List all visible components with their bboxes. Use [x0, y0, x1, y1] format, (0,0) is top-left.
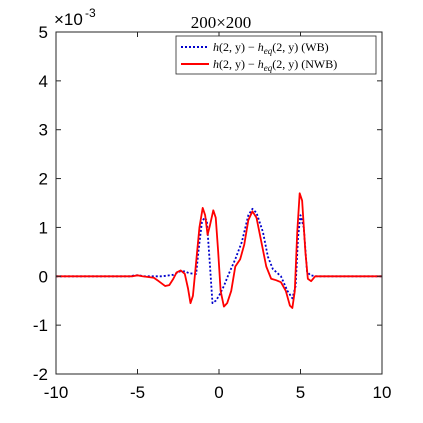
- series-layer: [56, 192, 382, 309]
- y-tick-label: 2: [39, 170, 48, 189]
- y-exponent-base: ×10: [54, 10, 83, 29]
- x-tick-label: -10: [44, 383, 69, 402]
- legend-box: [175, 35, 377, 75]
- x-tick-label: 10: [373, 383, 392, 402]
- y-tick-label: 5: [39, 23, 48, 42]
- series-line-nwb: [56, 192, 382, 309]
- legend-nwb-label: h(2, y) − heq(2, y) (NWB): [213, 57, 337, 73]
- legend-wb-label: h(2, y) − heq(2, y) (WB): [213, 40, 329, 56]
- x-tick-label: -5: [130, 383, 145, 402]
- y-tick-label: 1: [39, 218, 48, 237]
- y-tick-label: 4: [39, 72, 48, 91]
- y-tick-label: 0: [39, 267, 48, 286]
- legend: h(2, y) − heq(2, y) (WB) h(2, y) − heq(2…: [175, 35, 377, 75]
- x-tick-label: 5: [296, 383, 305, 402]
- y-exponent-power: -3: [85, 6, 96, 20]
- y-tick-label: 3: [39, 121, 48, 140]
- y-tick-label: -1: [33, 316, 48, 335]
- y-axis-exponent: ×10 -3: [54, 6, 96, 29]
- x-tick-label: 0: [214, 383, 223, 402]
- y-tick-label: -2: [33, 365, 48, 384]
- chart-title: 200×200: [191, 13, 252, 32]
- axes-box: [55, 31, 383, 375]
